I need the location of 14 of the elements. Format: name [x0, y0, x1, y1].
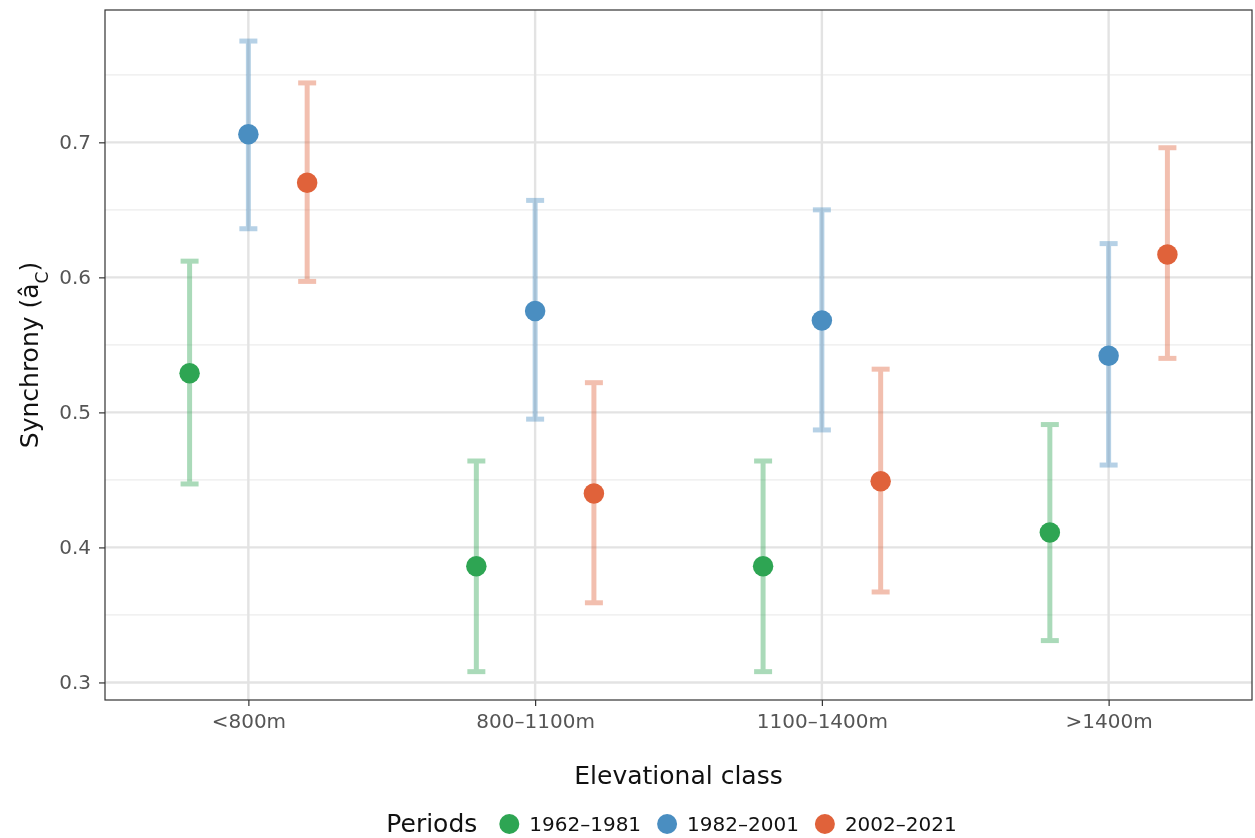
y-tick-label: 0.5: [59, 400, 91, 425]
legend-label: 1962–1981: [529, 812, 642, 836]
x-axis-title: Elevational class: [574, 761, 783, 790]
y-tick-label: 0.3: [59, 670, 91, 695]
legend-label: 2002–2021: [844, 812, 957, 836]
y-tick-label: 0.6: [59, 265, 91, 290]
y-tick-label: 0.4: [59, 535, 91, 560]
x-tick-label: 1100–1400m: [756, 709, 889, 734]
y-tick-label: 0.7: [59, 130, 91, 155]
x-tick-label: <800m: [211, 709, 287, 734]
legend-title: Periods: [386, 809, 478, 838]
x-tick-label: >1400m: [1065, 709, 1153, 734]
x-tick-label: 800–1100m: [476, 709, 595, 734]
legend-label: 1982–2001: [687, 812, 799, 836]
